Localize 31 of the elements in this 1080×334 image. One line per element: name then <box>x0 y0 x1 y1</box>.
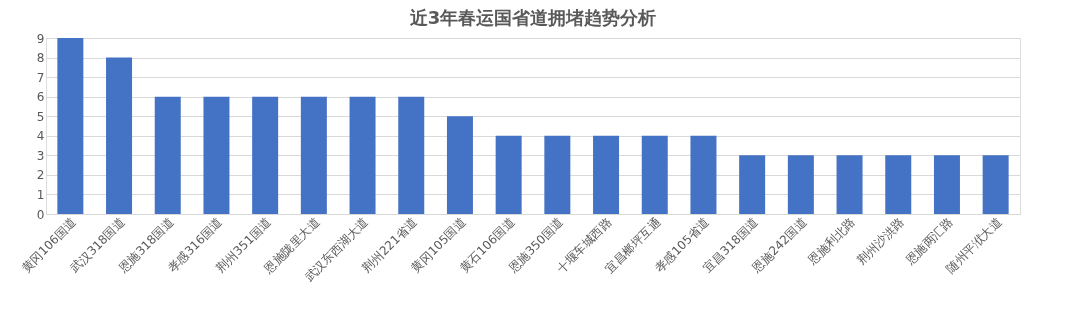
y-tick-label: 1 <box>36 187 45 202</box>
y-tick-label: 5 <box>36 109 45 124</box>
bar <box>933 155 960 214</box>
bar <box>349 96 376 214</box>
bar <box>446 116 473 214</box>
bar <box>787 155 814 214</box>
bar <box>982 155 1009 214</box>
bar <box>300 96 327 214</box>
bar <box>544 135 571 214</box>
y-tick-label: 0 <box>36 207 45 222</box>
bar <box>641 135 668 214</box>
y-tick-label: 6 <box>36 90 45 105</box>
y-tick-label: 2 <box>36 168 45 183</box>
y-tick-label: 3 <box>36 148 45 163</box>
y-tick-label: 7 <box>36 70 45 85</box>
y-tick-label: 4 <box>36 129 45 144</box>
bar <box>885 155 912 214</box>
bar <box>836 155 863 214</box>
y-tick-label: 9 <box>36 31 45 46</box>
bar <box>203 96 230 214</box>
bar <box>398 96 425 214</box>
bar <box>154 96 181 214</box>
bar <box>106 57 133 214</box>
y-tick-label: 8 <box>36 51 45 66</box>
bar <box>690 135 717 214</box>
bar <box>739 155 766 214</box>
bar <box>57 38 84 214</box>
bar <box>593 135 620 214</box>
bar <box>252 96 279 214</box>
chart-title: 近3年春运国省道拥堵趋势分析 <box>408 7 657 28</box>
bar <box>495 135 522 214</box>
